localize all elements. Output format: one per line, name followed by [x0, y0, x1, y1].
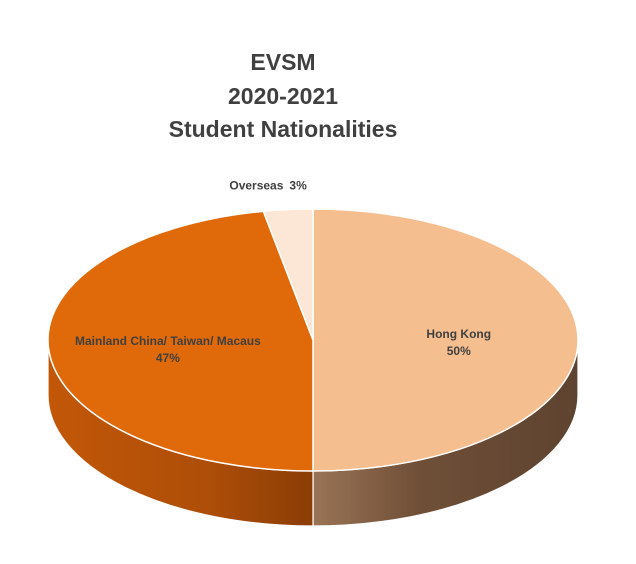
pie-label-name: Mainland China/ Taiwan/ Macaus — [75, 334, 261, 348]
chart-title-line-3: Student Nationalities — [169, 116, 398, 142]
pie-tops — [47, 208, 579, 472]
pie-labels: Hong Kong 50% Mainland China/ Taiwan/ Maca… — [75, 179, 491, 365]
pie-label-name: Overseas — [229, 179, 283, 193]
pie-label-value: 47% — [156, 351, 180, 365]
chart-title-line-1: EVSM — [250, 49, 315, 75]
pie-slice-mainland-china-taiwan-macaus — [47, 210, 314, 472]
pie-slice-hong-kong — [312, 208, 579, 472]
pie-label-value: 50% — [447, 344, 471, 358]
pie-label-mainland-china-taiwan-macaus: Mainland China/ Taiwan/ Macaus 47% — [75, 334, 261, 365]
pie-label-name: Hong Kong — [426, 327, 491, 341]
pie-slice-overseas — [262, 208, 314, 341]
chart-title-line-2: 2020-2021 — [228, 83, 338, 109]
chart-title: EVSM 2020-2021 Student Nationalities — [169, 49, 398, 142]
pie-label-hong-kong: Hong Kong 50% — [426, 327, 491, 358]
pie-label-value: 3% — [289, 179, 307, 193]
pie-label-overseas: Overseas 3% — [229, 179, 307, 193]
